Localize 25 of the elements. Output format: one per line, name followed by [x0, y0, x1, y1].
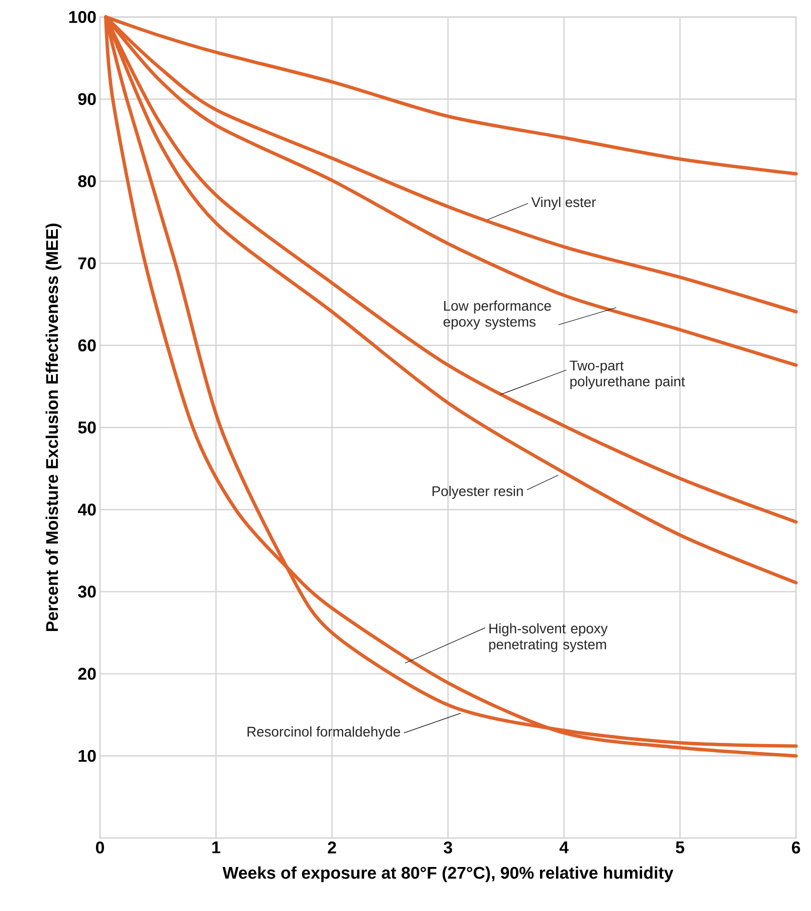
- annotation: Resorcinol formaldehyde: [248, 726, 400, 740]
- annotation: Vinyl ester: [531, 196, 596, 210]
- y-tick-label: 10: [78, 750, 96, 762]
- x-axis-title: Weeks of exposure at 80°F (27°C), 90% relative humidity: [222, 866, 674, 882]
- y-tick-label: 90: [78, 93, 96, 106]
- y-tick-label: 60: [78, 339, 96, 352]
- y-tick-label: 20: [78, 668, 96, 680]
- annotation: Polyester resin: [432, 486, 523, 499]
- y-axis-title: Percent of Moisture Exclusion Effectiveness (MEE): [46, 224, 62, 632]
- y-tick-label: 50: [78, 421, 96, 434]
- annotation: Low performance epoxy systems: [444, 300, 551, 330]
- y-tick-label: 30: [78, 586, 96, 598]
- x-tick-label: 5: [676, 842, 684, 854]
- x-tick-label: 2: [328, 842, 336, 854]
- x-tick-label: 1: [212, 842, 220, 854]
- annotation: Two-part polyurethane paint: [570, 360, 685, 390]
- x-tick-label: 0: [96, 842, 104, 854]
- y-tick-label: 70: [78, 257, 96, 270]
- x-tick-label: 6: [792, 842, 800, 854]
- annotation: High-solvent epoxy penetrating system: [489, 623, 608, 652]
- y-tick-label: 80: [78, 175, 96, 188]
- y-tick-label: 100: [69, 10, 96, 23]
- x-tick-label: 3: [444, 842, 452, 854]
- y-tick-label: 40: [78, 504, 96, 516]
- x-tick-label: 4: [560, 842, 569, 854]
